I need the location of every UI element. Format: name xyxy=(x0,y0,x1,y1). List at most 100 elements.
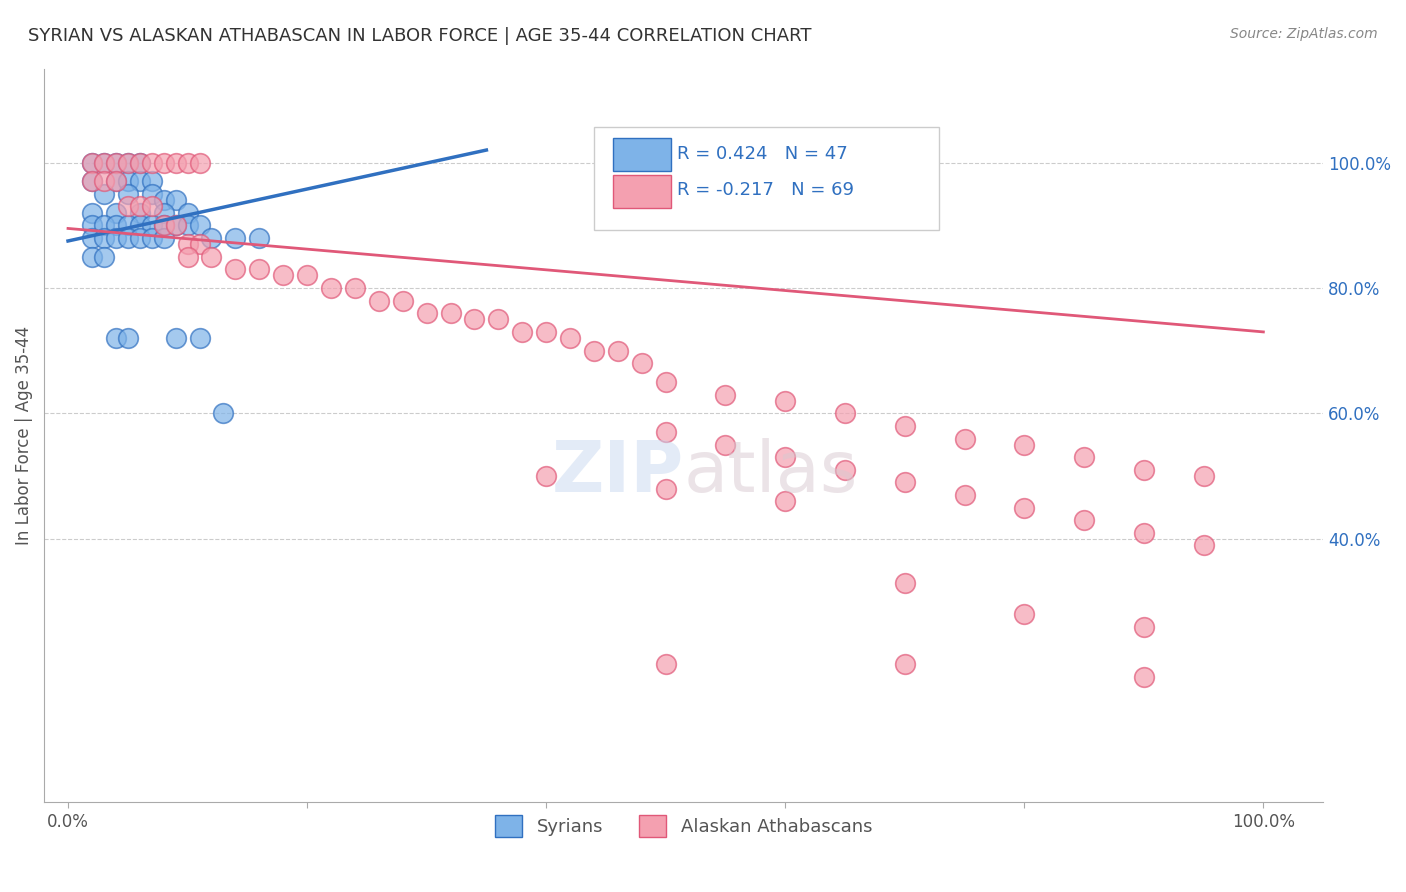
Point xyxy=(953,432,976,446)
Point xyxy=(128,199,150,213)
Point xyxy=(117,219,139,233)
Point xyxy=(415,306,437,320)
Point xyxy=(165,193,187,207)
Point xyxy=(773,450,796,465)
Text: R = -0.217   N = 69: R = -0.217 N = 69 xyxy=(678,181,855,199)
Point xyxy=(176,155,198,169)
Point xyxy=(80,250,103,264)
Point xyxy=(117,231,139,245)
Point xyxy=(1014,500,1036,515)
Point xyxy=(1133,670,1156,684)
Point xyxy=(176,237,198,252)
Point xyxy=(117,155,139,169)
Point xyxy=(582,343,605,358)
Point xyxy=(128,219,150,233)
Point xyxy=(104,174,127,188)
Point xyxy=(894,657,917,672)
Point xyxy=(104,231,127,245)
Point xyxy=(104,155,127,169)
Point xyxy=(1073,450,1095,465)
Point xyxy=(200,250,222,264)
Y-axis label: In Labor Force | Age 35-44: In Labor Force | Age 35-44 xyxy=(15,326,32,545)
Point xyxy=(654,482,676,496)
Point xyxy=(439,306,461,320)
Point xyxy=(391,293,413,308)
Point xyxy=(80,219,103,233)
Point xyxy=(773,494,796,508)
Point xyxy=(654,657,676,672)
Point xyxy=(128,155,150,169)
Point xyxy=(141,199,163,213)
Point xyxy=(534,325,557,339)
Point xyxy=(141,186,163,201)
Point xyxy=(80,155,103,169)
Point xyxy=(141,155,163,169)
Point xyxy=(93,174,115,188)
FancyBboxPatch shape xyxy=(613,175,671,208)
Point xyxy=(188,155,211,169)
Point xyxy=(80,231,103,245)
Point xyxy=(295,268,318,283)
Point xyxy=(93,219,115,233)
Point xyxy=(486,312,509,326)
Point xyxy=(117,155,139,169)
Legend: Syrians, Alaskan Athabascans: Syrians, Alaskan Athabascans xyxy=(488,808,879,845)
Point xyxy=(104,155,127,169)
Point xyxy=(1073,513,1095,527)
Point xyxy=(104,219,127,233)
Point xyxy=(165,219,187,233)
Point xyxy=(894,419,917,434)
Point xyxy=(953,488,976,502)
Point xyxy=(714,438,737,452)
Point xyxy=(141,174,163,188)
Point xyxy=(80,155,103,169)
Point xyxy=(104,174,127,188)
Point xyxy=(1133,525,1156,540)
Point xyxy=(141,231,163,245)
Point xyxy=(128,155,150,169)
Point xyxy=(188,219,211,233)
Point xyxy=(117,199,139,213)
Point xyxy=(152,219,174,233)
Point xyxy=(463,312,485,326)
Point xyxy=(224,231,246,245)
Point xyxy=(117,174,139,188)
Point xyxy=(367,293,389,308)
Point xyxy=(188,237,211,252)
Point xyxy=(80,206,103,220)
Point xyxy=(117,331,139,345)
Point xyxy=(93,155,115,169)
Point xyxy=(165,331,187,345)
Point xyxy=(104,206,127,220)
Point xyxy=(176,219,198,233)
Point xyxy=(1192,538,1215,552)
Point xyxy=(834,407,856,421)
Point xyxy=(343,281,366,295)
Point xyxy=(128,174,150,188)
Point xyxy=(93,186,115,201)
Point xyxy=(894,475,917,490)
Point xyxy=(80,174,103,188)
Point xyxy=(165,155,187,169)
Point xyxy=(212,407,235,421)
Point xyxy=(117,186,139,201)
Point xyxy=(1192,469,1215,483)
Text: ZIP: ZIP xyxy=(551,438,683,507)
Point xyxy=(104,331,127,345)
Point xyxy=(510,325,533,339)
FancyBboxPatch shape xyxy=(595,128,939,230)
Point xyxy=(654,425,676,440)
Point xyxy=(894,575,917,590)
Point xyxy=(93,250,115,264)
Point xyxy=(188,331,211,345)
Point xyxy=(152,193,174,207)
Point xyxy=(200,231,222,245)
Point xyxy=(224,262,246,277)
Point xyxy=(654,375,676,389)
Point xyxy=(834,463,856,477)
Point xyxy=(93,231,115,245)
Point xyxy=(1133,620,1156,634)
Point xyxy=(630,356,652,370)
Point xyxy=(152,206,174,220)
Point xyxy=(247,231,270,245)
